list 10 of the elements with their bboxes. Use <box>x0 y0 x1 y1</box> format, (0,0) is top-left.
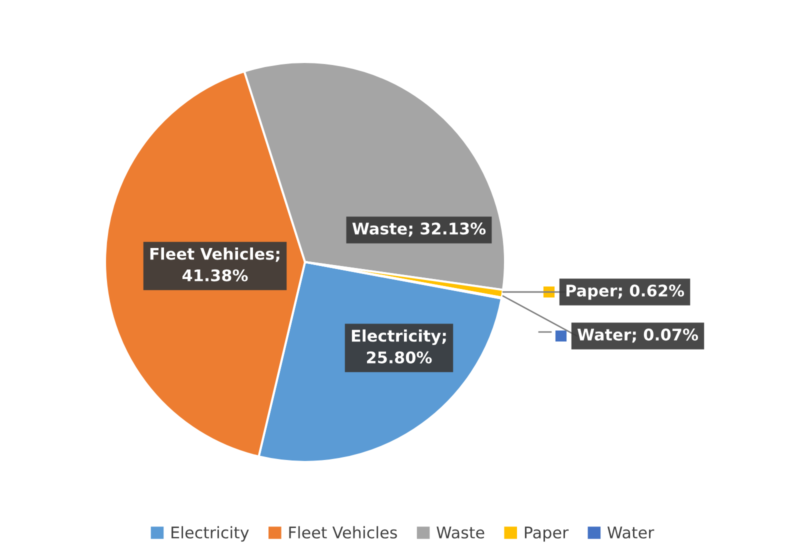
legend-label: Fleet Vehicles <box>289 526 397 539</box>
legend-label: Waste <box>436 526 484 539</box>
data-label: Electricity; 25.80% <box>352 329 446 364</box>
data-label: Paper; 0.62% <box>566 284 684 300</box>
data-label: Water; 0.07% <box>577 328 698 343</box>
data-label: Waste; 32.13% <box>352 222 486 237</box>
legend-label: Water <box>607 526 654 539</box>
data-label: Fleet Vehicles; 41.38% <box>150 248 280 282</box>
legend-label: Paper <box>524 526 569 542</box>
legend-label: Electricity <box>172 526 249 542</box>
